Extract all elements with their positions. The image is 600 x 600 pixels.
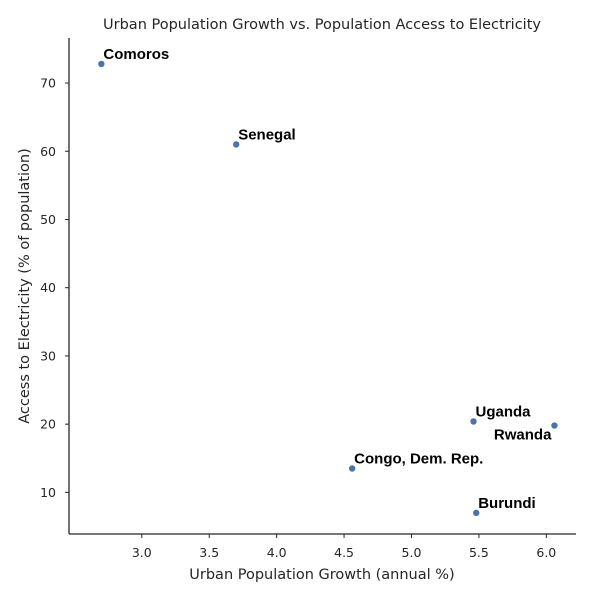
y-tick-label: 30 (40, 348, 56, 363)
data-point (348, 465, 356, 472)
x-tick-label: 4.0 (267, 545, 287, 560)
y-axis-label: Access to Electricity (% of population) (17, 148, 33, 424)
data-point (470, 418, 477, 425)
data-point-label: Rwanda (494, 427, 552, 444)
x-axis-ticks: 3.0 3.5 4.0 4.5 5.0 5.5 6.0 (132, 534, 556, 560)
x-tick-label: 5.0 (402, 545, 422, 560)
data-point-label: Uganda (476, 403, 532, 420)
data-point (473, 509, 480, 517)
x-tick-label: 3.0 (132, 545, 152, 560)
data-points (98, 60, 558, 517)
data-point (233, 141, 240, 148)
y-tick-label: 50 (40, 212, 56, 227)
y-axis-ticks: 10 20 30 40 50 60 70 (40, 76, 69, 500)
y-tick-label: 70 (40, 76, 56, 91)
chart-title: Urban Population Growth vs. Population A… (103, 17, 541, 33)
data-point (98, 60, 105, 68)
data-point-labels: Comoros Senegal Uganda Rwanda Congo, Dem. Re… (103, 46, 552, 512)
y-tick-label: 40 (40, 280, 56, 295)
data-point (551, 422, 558, 429)
data-point-label: Burundi (478, 495, 536, 512)
y-tick-label: 20 (40, 417, 56, 432)
data-point-label: Congo, Dem. Rep. (354, 451, 483, 468)
y-tick-label: 10 (40, 485, 56, 500)
data-point-label: Senegal (238, 126, 296, 143)
data-point-label: Comoros (103, 46, 169, 63)
x-axis-label: Urban Population Growth (annual %) (189, 567, 454, 583)
x-tick-label: 6.0 (536, 545, 556, 560)
x-tick-label: 3.5 (199, 545, 219, 560)
x-tick-label: 5.5 (469, 545, 489, 560)
x-tick-label: 4.5 (334, 545, 354, 560)
y-tick-label: 60 (40, 144, 56, 159)
